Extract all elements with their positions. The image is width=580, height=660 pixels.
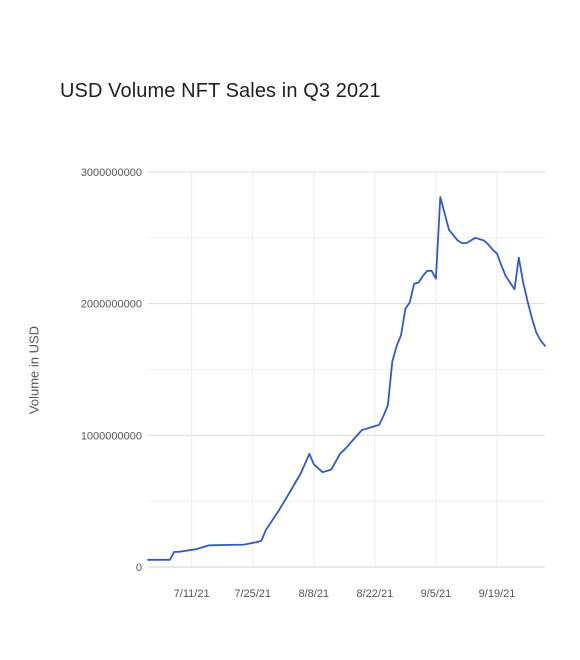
axis-layer: 0 1000000000 2000000000 3000000000 7/11/21 7/… xyxy=(81,167,516,600)
y-tick-label: 3000000000 xyxy=(81,167,142,179)
x-tick-label: 7/11/21 xyxy=(174,588,210,600)
x-tick-label: 8/22/21 xyxy=(357,588,394,600)
grid-layer xyxy=(148,171,545,568)
chart-title: USD Volume NFT Sales in Q3 2021 xyxy=(60,80,381,102)
x-tick-label: 8/8/21 xyxy=(298,588,329,600)
y-tick-label: 0 xyxy=(136,562,142,574)
y-tick-label: 2000000000 xyxy=(81,299,142,311)
x-tick-label: 9/5/21 xyxy=(421,588,452,600)
series-line xyxy=(147,196,546,561)
x-tick-label: 9/19/21 xyxy=(479,588,516,600)
series-layer xyxy=(147,196,546,561)
x-tick-label: 7/25/21 xyxy=(234,588,271,600)
y-tick-label: 1000000000 xyxy=(81,430,142,442)
